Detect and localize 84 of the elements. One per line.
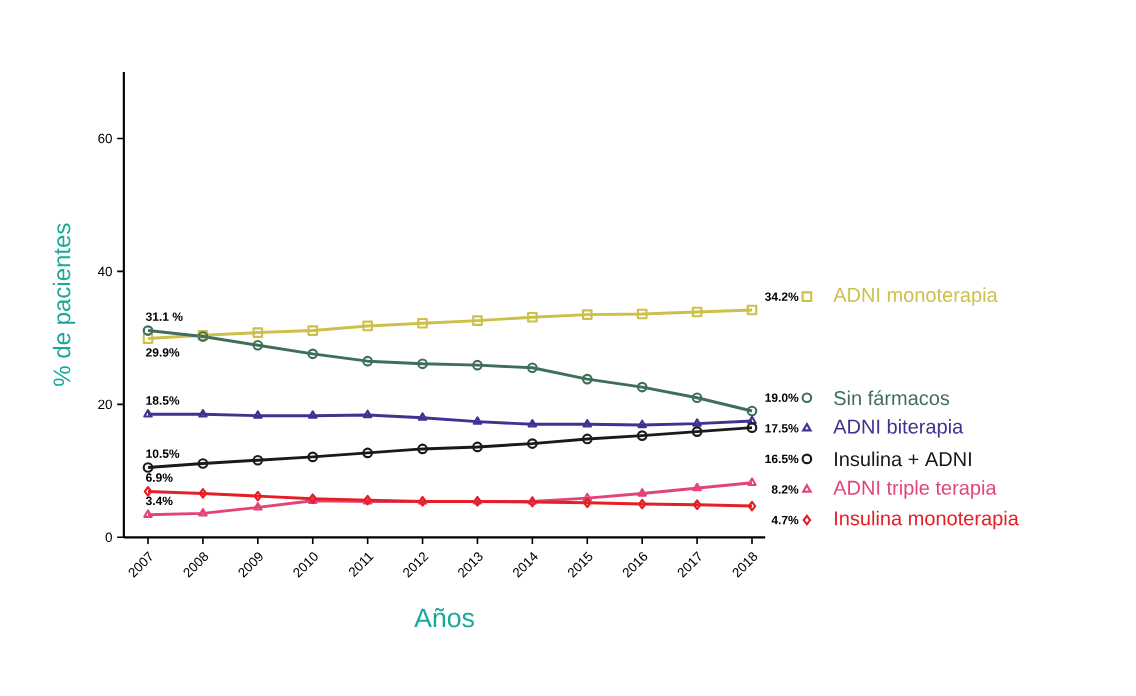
point <box>582 418 593 428</box>
point <box>198 409 208 418</box>
point <box>417 443 428 455</box>
y-axis-title: % de pacientes <box>52 223 76 386</box>
point <box>527 362 538 374</box>
point <box>472 359 483 371</box>
point <box>746 304 758 316</box>
data-label: 16.5% <box>765 454 799 464</box>
point <box>747 500 757 512</box>
point <box>747 415 757 425</box>
point <box>307 410 318 419</box>
point <box>142 462 154 473</box>
point <box>362 409 373 419</box>
point <box>527 438 538 449</box>
legend-label: Sin fármacos <box>834 390 950 406</box>
data-label: 34.2% <box>764 292 799 301</box>
point <box>637 498 647 510</box>
point <box>582 492 593 502</box>
point <box>527 311 538 323</box>
point <box>198 508 208 517</box>
point <box>746 422 758 433</box>
point <box>362 355 373 367</box>
data-label: 31.1 % <box>145 312 183 321</box>
data-label: 29.9% <box>146 348 180 357</box>
point <box>307 348 319 360</box>
point <box>417 317 428 329</box>
point <box>362 447 373 459</box>
point <box>253 502 263 511</box>
point <box>253 490 263 502</box>
y-tick-label: 0 <box>105 532 112 543</box>
point <box>581 373 593 385</box>
point <box>362 320 373 332</box>
legend-label: ADNI triple terapia <box>833 480 997 499</box>
point <box>691 306 703 318</box>
legend-label: Insulina + ADNI <box>835 451 971 467</box>
data-label: 6.9% <box>146 473 173 482</box>
y-tick-label: 60 <box>98 133 112 144</box>
point <box>198 488 208 499</box>
point <box>747 477 757 487</box>
point <box>637 488 647 497</box>
point <box>252 339 264 351</box>
data-label: 10.5% <box>146 449 180 458</box>
data-label: 18.5% <box>146 396 180 405</box>
point <box>307 325 319 336</box>
point <box>142 325 154 336</box>
point <box>691 426 703 437</box>
legend-label: ADNI biterapia <box>833 418 964 438</box>
point <box>636 308 648 320</box>
point <box>253 410 263 419</box>
point <box>527 418 538 428</box>
point <box>472 441 483 453</box>
point <box>583 497 592 509</box>
legend-label: Insulina monoterapia <box>835 510 1019 530</box>
point <box>691 392 703 404</box>
y-tick-label: 40 <box>97 266 112 277</box>
point <box>636 430 648 441</box>
data-label: 19.0% <box>765 393 799 402</box>
point <box>472 315 483 326</box>
point <box>252 454 264 466</box>
point <box>197 458 209 469</box>
point <box>143 409 153 418</box>
point <box>637 419 647 429</box>
x-axis-title: Años <box>414 607 474 628</box>
legend-label: ADNI monoterapia <box>833 287 998 306</box>
point <box>307 451 319 463</box>
point <box>581 433 593 445</box>
point <box>143 509 153 518</box>
data-label: 8.2% <box>771 485 799 494</box>
point <box>581 309 593 320</box>
point <box>692 418 702 427</box>
point <box>417 358 428 370</box>
y-tick-label: 20 <box>98 399 112 410</box>
point <box>252 327 264 338</box>
point <box>636 381 648 393</box>
point <box>143 486 153 497</box>
point <box>472 416 483 425</box>
data-label: 17.5% <box>765 424 799 433</box>
point <box>417 412 428 421</box>
data-label: 4.7% <box>771 515 799 525</box>
data-label: 3.4% <box>145 496 173 506</box>
point <box>142 333 154 344</box>
point <box>692 499 702 511</box>
point <box>746 405 758 417</box>
point <box>692 482 702 492</box>
